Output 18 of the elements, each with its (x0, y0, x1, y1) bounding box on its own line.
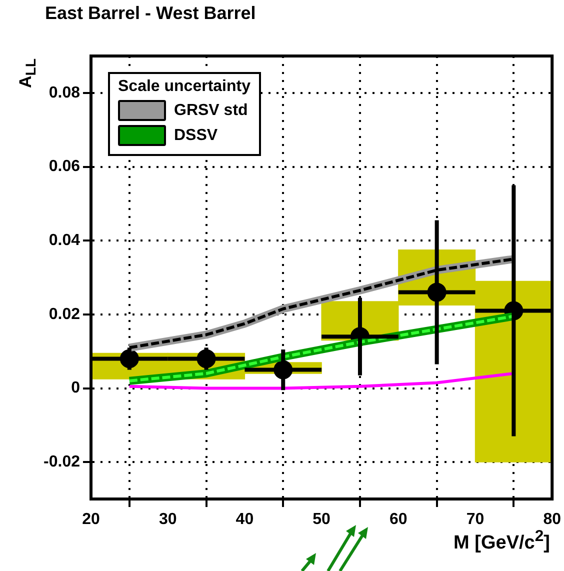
y-tick-label: -0.02 (44, 453, 80, 470)
legend-label: DSSV (174, 126, 218, 144)
x-axis-title: M [GeV/c$^{2}$] (454, 528, 550, 554)
legend-title: Scale uncertainty (118, 78, 250, 96)
legend-label: GRSV std (174, 102, 248, 120)
x-tick-label: 20 (82, 511, 100, 528)
y-tick-label: 0.04 (48, 232, 80, 249)
y-tick-label: 0.06 (48, 158, 80, 176)
x-tick-label: 80 (543, 511, 562, 528)
y-tick-label: 0 (71, 380, 80, 397)
x-tick-label: 60 (390, 511, 408, 528)
chart-title: East Barrel - West Barrel (45, 3, 256, 24)
x-tick-label: 30 (158, 511, 177, 528)
x-tick-label: 70 (466, 511, 484, 528)
x-tick-label: 40 (236, 511, 254, 528)
y-tick-label: 0.02 (48, 306, 80, 323)
x-tick-label: 50 (312, 511, 331, 528)
y-tick-label: 0.08 (48, 84, 80, 102)
